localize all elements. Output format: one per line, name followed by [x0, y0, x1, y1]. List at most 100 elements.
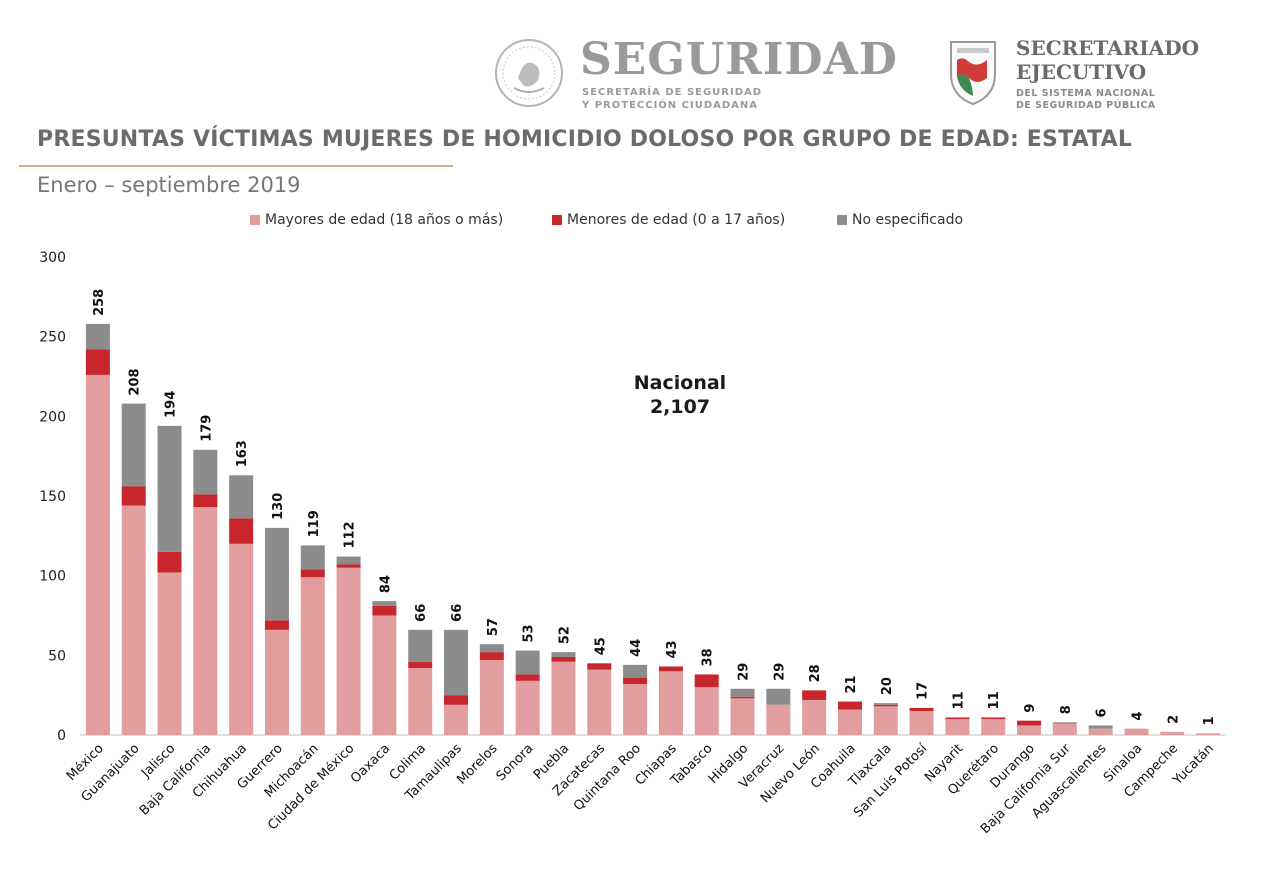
bar-total-label: 11: [987, 691, 1002, 709]
bar-segment-mayores: [372, 615, 397, 735]
se-sub-line1: DEL SISTEMA NACIONAL: [1016, 88, 1156, 99]
nacional-value: 2,107: [649, 396, 711, 418]
bar-segment-menores: [1017, 720, 1042, 726]
bar-segment-no-especificado: [85, 323, 110, 350]
bar-total-label: 179: [199, 415, 214, 442]
bar-segment-no-especificado: [264, 527, 289, 621]
bar-total-label: 258: [92, 289, 107, 316]
bar-segment-mayores: [945, 719, 970, 735]
y-tick-label: 0: [57, 728, 66, 744]
y-tick-label: 200: [39, 409, 66, 425]
bar-segment-menores: [658, 666, 683, 672]
bar-segment-menores: [372, 605, 397, 616]
bar-segment-mayores: [1196, 733, 1221, 735]
bar-total-label: 44: [629, 639, 644, 657]
bar-segment-menores: [264, 620, 289, 630]
bar-total-label: 2: [1166, 715, 1181, 724]
bar-segment-menores: [873, 704, 898, 707]
bar-segment-menores: [85, 349, 110, 375]
bar-segment-mayores: [264, 629, 289, 735]
bar-segment-no-especificado: [193, 449, 218, 495]
bar-total-label: 45: [593, 637, 608, 655]
bar-segment-no-especificado: [408, 629, 433, 662]
bar-segment-mayores: [1052, 723, 1077, 735]
bar-segment-menores: [730, 696, 755, 699]
bar-segment-mayores: [981, 719, 1006, 735]
bar-segment-no-especificado: [157, 425, 182, 552]
bar-segment-mayores: [551, 661, 576, 735]
bar-segment-menores: [802, 690, 827, 700]
bar-segment-mayores: [730, 698, 755, 735]
bar-total-label: 11: [951, 691, 966, 709]
legend-swatch-no-especificado: [837, 215, 847, 225]
bar-segment-mayores: [193, 507, 218, 735]
legend-label-no-especificado: No especificado: [852, 212, 964, 228]
bar-segment-no-especificado: [551, 652, 576, 657]
bar-segment-mayores: [1017, 725, 1042, 735]
bar-segment-no-especificado: [479, 644, 504, 653]
bar-segment-no-especificado: [1052, 722, 1077, 724]
bar-segment-mayores: [837, 709, 862, 735]
bar-segment-mayores: [587, 669, 612, 735]
y-tick-label: 100: [39, 569, 66, 585]
bar-segment-mayores: [766, 704, 791, 735]
legend-label-menores: Menores de edad (0 a 17 años): [567, 212, 786, 228]
bar-total-label: 194: [164, 391, 179, 418]
bar-segment-no-especificado: [372, 601, 397, 606]
bar-segment-menores: [587, 663, 612, 670]
bar-total-label: 8: [1059, 705, 1074, 714]
bar-segment-menores: [479, 652, 504, 661]
page-title: PRESUNTAS VÍCTIMAS MUJERES DE HOMICIDIO …: [37, 127, 1133, 152]
bar-segment-mayores: [85, 374, 110, 735]
bar-total-label: 9: [1023, 704, 1038, 713]
bar-segment-menores: [300, 569, 325, 578]
bar-segment-menores: [408, 661, 433, 669]
bar-total-label: 112: [343, 521, 358, 548]
bar-segment-mayores: [444, 704, 469, 735]
y-tick-label: 50: [48, 648, 66, 664]
bar-total-label: 29: [737, 663, 752, 681]
bar-total-label: 28: [808, 664, 823, 682]
y-tick-label: 150: [39, 489, 66, 505]
secretariado-logo-subtitle: DEL SISTEMA NACIONAL DE SEGURIDAD PÚBLIC…: [1016, 88, 1156, 112]
bar-segment-no-especificado: [873, 703, 898, 705]
bar-segment-menores: [444, 695, 469, 705]
bar-segment-mayores: [694, 687, 719, 735]
bar-segment-mayores: [909, 711, 934, 735]
bar-total-label: 53: [522, 624, 537, 642]
page-subtitle: Enero – septiembre 2019: [37, 173, 301, 197]
bar-segment-mayores: [623, 684, 648, 735]
bar-segment-mayores: [1124, 728, 1149, 735]
bar-segment-no-especificado: [300, 545, 325, 570]
bar-segment-menores: [121, 486, 146, 506]
bar-total-label: 21: [844, 675, 859, 693]
header-logos: SEGURIDAD SECRETARÍA DE SEGURIDAD Y PROT…: [490, 30, 1202, 122]
bar-segment-mayores: [873, 706, 898, 735]
seguridad-sub-line1: SECRETARÍA DE SEGURIDAD: [582, 87, 763, 98]
se-word-line1: SECRETARIADO: [1016, 36, 1200, 60]
bar-segment-no-especificado: [515, 650, 540, 675]
bar-total-label: 208: [128, 368, 143, 395]
legend-swatch-menores: [552, 215, 562, 225]
bar-segment-mayores: [300, 577, 325, 735]
bar-total-label: 43: [665, 640, 680, 658]
bar-segment-menores: [515, 674, 540, 681]
bar-segment-mayores: [479, 660, 504, 735]
bar-segment-no-especificado: [730, 688, 755, 697]
bar-total-label: 119: [307, 510, 322, 537]
bar-segment-mayores: [1088, 728, 1113, 735]
legend-swatch-mayores: [250, 215, 260, 225]
x-tick-label: Oaxaca: [348, 741, 393, 786]
x-tick-label: Morelos: [454, 741, 501, 788]
bar-segment-menores: [551, 656, 576, 662]
bar-total-label: 66: [450, 604, 465, 622]
secretariado-logo-text: SECRETARIADO EJECUTIVO: [1016, 36, 1199, 84]
bar-total-label: 130: [271, 493, 286, 520]
bar-segment-mayores: [802, 699, 827, 735]
bar-segment-menores: [694, 674, 719, 688]
bar-total-label: 163: [235, 440, 250, 467]
nacional-total: Nacional 2,107: [600, 371, 760, 419]
bar-total-label: 6: [1095, 708, 1110, 717]
mexico-seal-icon: [495, 39, 563, 107]
